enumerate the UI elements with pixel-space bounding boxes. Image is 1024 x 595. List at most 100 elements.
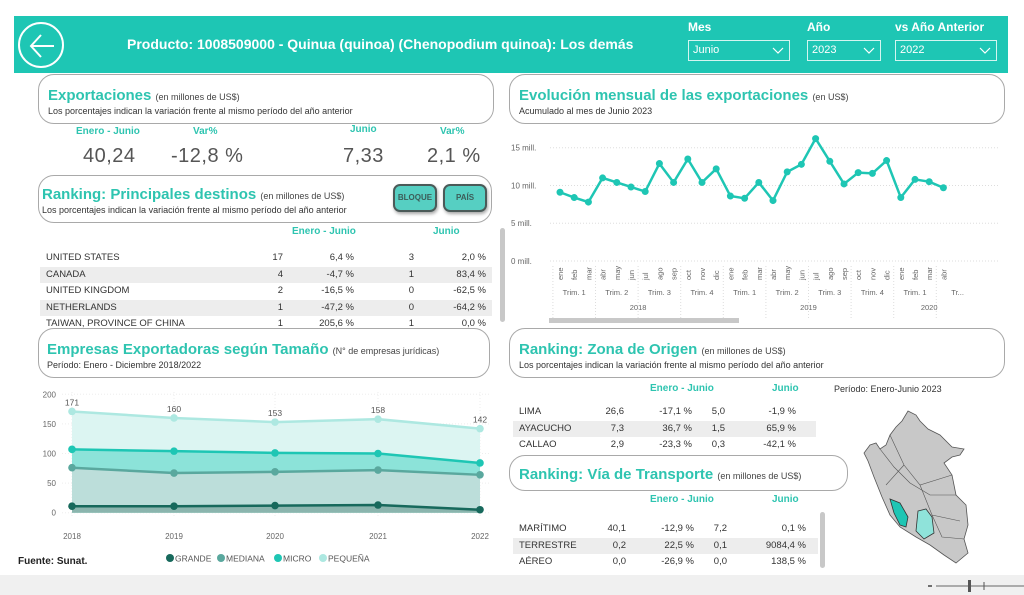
quarter-label: Trim. 1 (903, 288, 926, 297)
table-row[interactable]: TAIWAN, PROVINCE OF CHINA 1 205,6 % 1 0,0 % (40, 316, 492, 332)
table-row[interactable]: TERRESTRE 0,2 22,5 % 0,1 9084,4 % (513, 537, 818, 554)
cell-v1: 2,9 (610, 439, 624, 450)
cell-v1: 7,3 (610, 422, 624, 434)
x-tick-label: oct (854, 269, 863, 280)
table-row[interactable]: AÉREO 0,0 -26,9 % 0,0 138,5 % (513, 554, 818, 570)
data-point (599, 174, 607, 182)
evolucion-title: Evolución mensual de las exportaciones (… (519, 87, 849, 104)
zoom-slider[interactable] (924, 579, 1024, 593)
cell-p1: 22,5 % (664, 539, 694, 551)
x-tick-label: ago (655, 267, 664, 280)
quarter-label: Trim. 4 (861, 288, 884, 297)
x-tick-label: sep (840, 268, 849, 280)
evolucion-subtitle: Acumulado al mes de Junio 2023 (519, 106, 653, 116)
chevron-down-icon (863, 47, 875, 54)
data-point (170, 447, 178, 455)
table-row[interactable]: NETHERLANDS 1 -47,2 % 0 -64,2 % (40, 299, 492, 316)
x-tick-label: dic (883, 270, 892, 280)
x-tick-label: mar (925, 267, 934, 280)
series-line (559, 136, 944, 204)
x-tick-label: ago (826, 267, 835, 280)
data-point (271, 418, 279, 426)
cell-v2: 5,0 (711, 406, 725, 417)
legend-marker (274, 554, 282, 562)
table-row[interactable]: UNITED KINGDOM 2 -16,5 % 0 -62,5 % (40, 283, 492, 299)
y-tick-label: 0 (52, 509, 57, 518)
data-point (826, 157, 834, 165)
data-point (570, 194, 578, 202)
quarter-label: Trim. 1 (563, 288, 586, 297)
anio-dropdown[interactable]: 2023 (807, 40, 881, 61)
data-point (374, 466, 382, 474)
table-row[interactable]: LIMA 26,6 -17,1 % 5,0 -1,9 % (513, 404, 816, 420)
kpi-value-enero-junio: 40,24 (83, 145, 136, 167)
kpi-value-var-acum: -12,8 % (171, 145, 244, 167)
cell-v1: 2 (277, 285, 283, 296)
quarter-label: Trim. 2 (605, 288, 628, 297)
data-point (655, 160, 663, 168)
map-region-ayacucho (915, 508, 935, 540)
data-point (68, 502, 76, 510)
exportaciones-title: Exportaciones (en millones de US$) (48, 87, 240, 104)
anio-anterior-value: 2022 (900, 44, 925, 56)
evolucion-card: Evolución mensual de las exportaciones (… (509, 74, 1005, 124)
transporte-scrollbar[interactable] (820, 512, 825, 568)
x-tick-label: jul (812, 272, 821, 281)
transporte-col-header-junio: Junio (772, 494, 799, 505)
data-label: 158 (371, 405, 385, 415)
table-row[interactable]: CALLAO 2,9 -23,3 % 0,3 -42,1 % (513, 437, 816, 453)
cell-p2: -64,2 % (453, 301, 486, 313)
filter-anio-anterior: vs Año Anterior 2022 (895, 20, 997, 61)
data-point (911, 175, 919, 183)
cell-p1: 6,4 % (329, 252, 354, 263)
cell-p1: -47,2 % (321, 301, 354, 313)
y-tick-label: 5 mill. (511, 219, 532, 228)
data-point (476, 505, 484, 514)
filter-anio-label: Año (807, 20, 831, 34)
table-row[interactable]: CANADA 4 -4,7 % 1 83,4 % (40, 266, 492, 283)
anio-anterior-dropdown[interactable]: 2022 (895, 40, 997, 61)
x-tick-label: mar (755, 267, 764, 280)
cell-name: LIMA (519, 406, 542, 417)
data-point (584, 198, 592, 206)
year-label: 2018 (630, 303, 647, 312)
table-row[interactable]: MARÍTIMO 40,1 -12,9 % 7,2 0,1 % (513, 521, 818, 537)
quarter-label: Trim. 2 (776, 288, 799, 297)
mes-dropdown[interactable]: Junio (688, 40, 790, 61)
x-tick-label: may (613, 266, 622, 280)
data-point (797, 160, 805, 168)
table-row[interactable]: AYACUCHO 7,3 36,7 % 1,5 65,9 % (513, 420, 816, 437)
y-tick-label: 15 mill. (511, 144, 536, 153)
cell-v2: 0,0 (713, 556, 727, 567)
page-title: Producto: 1008509000 - Quinua (quinoa) (… (127, 36, 634, 52)
peru-map[interactable] (860, 405, 980, 565)
cell-p1: -12,9 % (661, 523, 694, 534)
cell-v2: 0 (408, 285, 414, 296)
kpi-value-junio: 7,33 (343, 145, 384, 167)
empresas-subtitle: Período: Enero - Diciembre 2018/2022 (47, 360, 202, 370)
cell-p2: 0,1 % (781, 523, 806, 534)
destinos-scrollbar[interactable] (500, 228, 505, 322)
chart-scrollbar (549, 318, 739, 323)
cell-p1: -23,3 % (659, 439, 692, 450)
x-tick-label: nov (868, 268, 877, 280)
table-row[interactable]: UNITED STATES 17 6,4 % 3 2,0 % (40, 250, 492, 266)
legend-marker (166, 554, 174, 562)
zona-subtitle: Los porcentajes indican la variación fre… (519, 360, 824, 370)
x-tick-label: sep (670, 268, 679, 280)
destinos-subtitle: Los porcentajes indican la variación fre… (42, 205, 347, 215)
cell-v1: 40,1 (607, 523, 627, 534)
cell-v2: 1 (408, 318, 414, 329)
x-tick-label: nov (698, 268, 707, 280)
destinos-card: Ranking: Principales destinos (en millon… (38, 175, 492, 223)
pais-button[interactable]: PAÍS (443, 184, 487, 212)
data-point (741, 194, 749, 202)
data-point (783, 168, 791, 176)
back-button[interactable] (18, 22, 64, 68)
year-label: 2020 (921, 303, 938, 312)
bloque-button[interactable]: BLOQUE (393, 184, 437, 212)
data-point (627, 183, 635, 191)
destinos-title: Ranking: Principales destinos (en millon… (42, 186, 345, 203)
cell-name: CANADA (46, 268, 86, 280)
data-point (939, 184, 947, 192)
